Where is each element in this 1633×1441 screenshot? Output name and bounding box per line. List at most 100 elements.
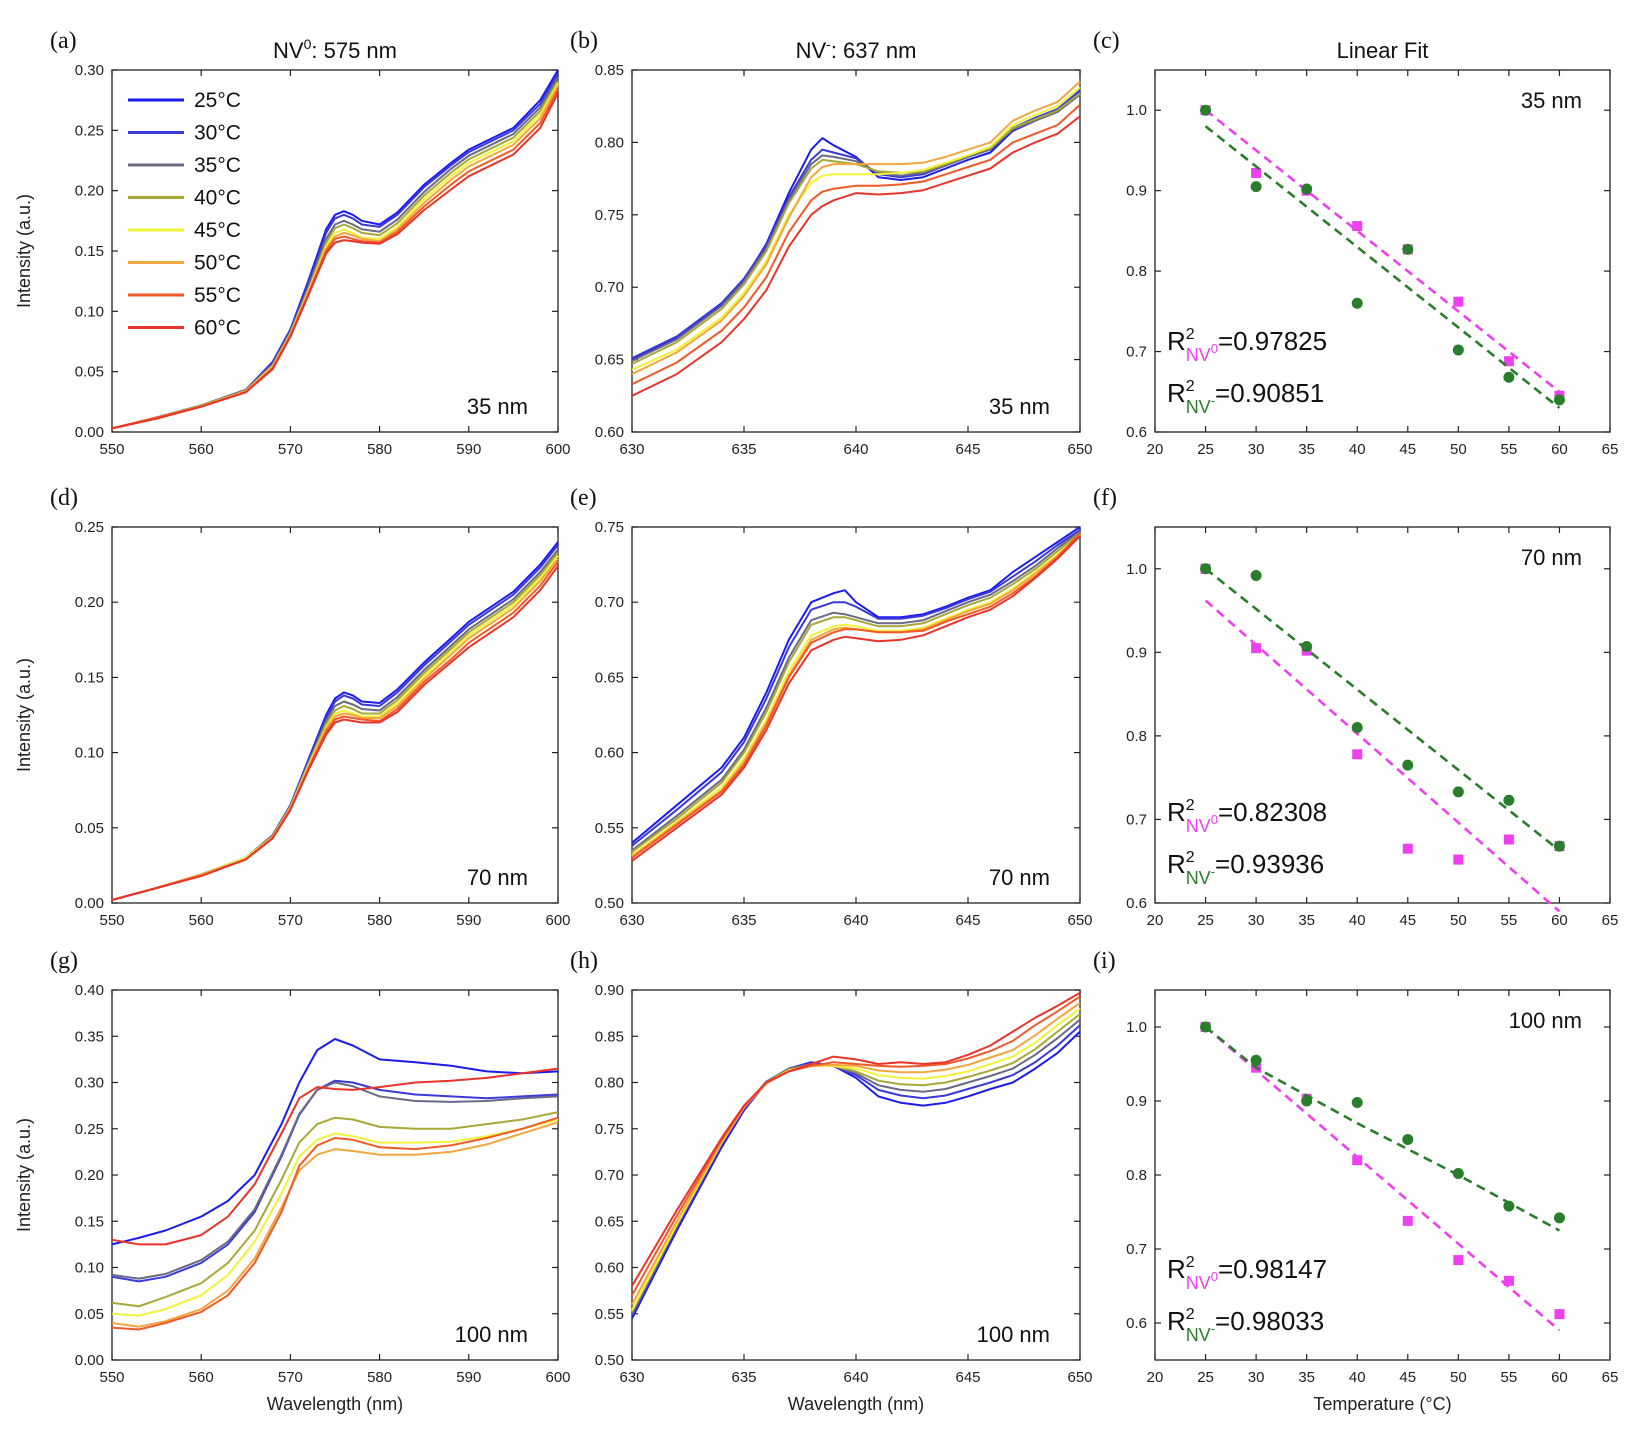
point-f-NV- [1452, 786, 1464, 798]
x-tick-label-a: 560 [189, 441, 214, 458]
series-line-e-30°C [631, 529, 1081, 847]
x-tick-label-e: 630 [619, 912, 644, 929]
point-f-NV0 [1251, 643, 1262, 654]
point-f-NV0 [1503, 834, 1514, 845]
y-tick-label-e: 0.55 [595, 820, 624, 837]
x-tick-label-e: 650 [1067, 912, 1092, 929]
series-line-d-60°C [111, 565, 559, 901]
x-tick-label-c: 50 [1450, 441, 1467, 458]
x-tick-label-f: 60 [1551, 912, 1568, 929]
x-tick-label-i: 60 [1551, 1369, 1568, 1386]
x-tick-label-b: 650 [1067, 441, 1092, 458]
y-tick-label-i: 0.7 [1126, 1241, 1147, 1258]
x-tick-label-i: 55 [1501, 1369, 1518, 1386]
x-tick-label-c: 30 [1248, 441, 1265, 458]
column-title-b: NV-: 637 nm [796, 36, 917, 63]
legend-label-3: 40°C [194, 187, 241, 210]
legend-label-0: 25°C [194, 89, 241, 112]
panel-letter-d: (d) [50, 485, 78, 511]
point-c-NV0 [1503, 356, 1514, 367]
x-tick-label-c: 65 [1602, 441, 1619, 458]
panel-letter-b: (b) [570, 28, 598, 54]
x-tick-label-g: 580 [367, 1369, 392, 1386]
y-tick-label-f: 0.6 [1126, 895, 1147, 912]
x-tick-label-g: 590 [456, 1369, 481, 1386]
x-tick-label-d: 590 [456, 912, 481, 929]
panel-letter-f: (f) [1093, 485, 1117, 511]
y-tick-label-i: 1.0 [1126, 1019, 1147, 1036]
series-line-g-35°C [111, 1081, 559, 1280]
x-tick-label-h: 650 [1067, 1369, 1092, 1386]
x-tick-label-f: 25 [1197, 912, 1214, 929]
y-tick-label-a: 0.15 [75, 243, 104, 260]
x-tick-label-b: 645 [955, 441, 980, 458]
plot-frame-c [1154, 69, 1611, 433]
point-c-NV- [1452, 344, 1464, 356]
y-tick-label-a: 0.20 [75, 183, 104, 200]
r2-label-i-1: R2 NV-=0.98033 [1167, 1306, 1324, 1345]
point-c-NV- [1301, 183, 1313, 195]
y-tick-label-c: 1.0 [1126, 102, 1147, 119]
size-annotation-d: 70 nm [467, 865, 528, 890]
point-f-NV- [1503, 794, 1515, 806]
legend-label-5: 50°C [194, 252, 241, 275]
y-tick-label-d: 0.00 [75, 895, 104, 912]
x-tick-label-d: 570 [278, 912, 303, 929]
y-tick-label-h: 0.65 [595, 1213, 624, 1230]
panel-h: 630 635 640 645 650 0.50 0.55 0.60 0.65 0.70 0.75 0… [570, 948, 1093, 1414]
x-tick-label-a: 590 [456, 441, 481, 458]
x-tick-label-a: 580 [367, 441, 392, 458]
panel-b: 630 635 640 645 650 0.60 0.65 0.70 0.75 0.80 0.85 (… [570, 28, 1093, 458]
point-f-NV- [1402, 759, 1414, 771]
y-tick-label-i: 0.8 [1126, 1167, 1147, 1184]
point-i-NV- [1503, 1200, 1515, 1212]
point-c-NV- [1351, 297, 1363, 309]
x-tick-label-h: 630 [619, 1369, 644, 1386]
x-tick-label-b: 640 [843, 441, 868, 458]
r2-label-i-0: R2 NV0=0.98147 [1167, 1254, 1327, 1293]
size-annotation-f: 70 nm [1521, 545, 1582, 570]
point-c-NV- [1503, 371, 1515, 383]
y-tick-label-d: 0.20 [75, 594, 104, 611]
fit-line-c-NV0 [1204, 109, 1561, 393]
fit-line-f-NV- [1204, 567, 1561, 852]
x-tick-label-g: 600 [545, 1369, 570, 1386]
y-tick-label-g: 0.25 [75, 1121, 104, 1138]
x-tick-label-d: 550 [99, 912, 124, 929]
series-line-h-25°C [631, 1030, 1081, 1319]
point-i-NV- [1402, 1133, 1414, 1145]
x-tick-label-i: 40 [1349, 1369, 1366, 1386]
x-tick-label-a: 550 [99, 441, 124, 458]
x-tick-label-i: 65 [1602, 1369, 1619, 1386]
y-tick-label-g: 0.40 [75, 982, 104, 999]
y-tick-label-c: 0.9 [1126, 183, 1147, 200]
x-tick-label-f: 30 [1248, 912, 1265, 929]
y-tick-label-e: 0.65 [595, 669, 624, 686]
y-axis-title-d: Intensity (a.u.) [14, 658, 34, 772]
y-tick-label-a: 0.00 [75, 424, 104, 441]
y-tick-label-a: 0.30 [75, 62, 104, 79]
series-line-e-35°C [631, 530, 1081, 852]
plot-frame-d [111, 526, 559, 904]
y-tick-label-h: 0.60 [595, 1260, 624, 1277]
y-tick-label-d: 0.15 [75, 669, 104, 686]
x-tick-label-c: 20 [1147, 441, 1164, 458]
x-tick-label-b: 635 [731, 441, 756, 458]
y-tick-label-h: 0.80 [595, 1075, 624, 1092]
x-tick-label-h: 645 [955, 1369, 980, 1386]
y-tick-label-e: 0.75 [595, 519, 624, 536]
x-tick-label-f: 40 [1349, 912, 1366, 929]
y-tick-label-a: 0.25 [75, 122, 104, 139]
size-annotation-h: 100 nm [977, 1322, 1050, 1347]
y-tick-label-h: 0.55 [595, 1306, 624, 1323]
x-axis-title-i: Temperature (°C) [1313, 1394, 1451, 1414]
x-tick-label-h: 635 [731, 1369, 756, 1386]
point-i-NV- [1553, 1212, 1565, 1224]
y-tick-label-g: 0.20 [75, 1167, 104, 1184]
panel-letter-e: (e) [570, 485, 597, 511]
panel-e: 630 635 640 645 650 0.50 0.55 0.60 0.65 0.70 0.75 (… [570, 485, 1093, 929]
panel-f: 20 25 30 35 40 45 50 55 60 65 0.6 0.7 0.8 0.9 1.0 (f) 70… [1093, 485, 1618, 929]
y-tick-label-a: 0.05 [75, 364, 104, 381]
x-tick-label-d: 560 [189, 912, 214, 929]
